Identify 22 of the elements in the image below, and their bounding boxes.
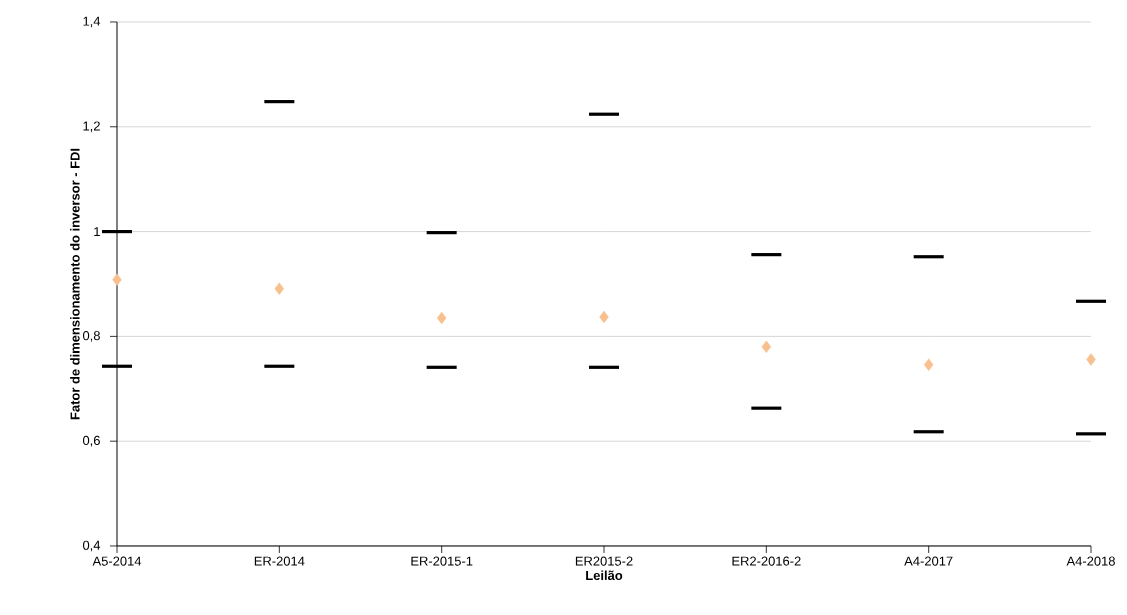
x-tick-label: ER2015-2 — [575, 556, 633, 566]
y-tick-label: 0,4 — [82, 540, 101, 552]
point — [436, 311, 447, 325]
point — [274, 282, 285, 295]
y-tick-label: 1,4 — [83, 16, 101, 28]
x-axis-title: Leilão — [586, 570, 623, 581]
x-tick-label: A5-2014 — [92, 556, 142, 566]
point — [923, 358, 934, 371]
y-tick-label: 0,6 — [82, 435, 100, 447]
x-tick-label: A4-2018 — [1066, 556, 1115, 566]
x-tick-label: ER2-2016-2 — [732, 556, 801, 566]
y-axis-title: Fator de dimensionamento do inversor - FDI — [70, 148, 80, 420]
x-tick-label: ER-2014 — [254, 556, 305, 566]
x-tick-label: A4-2017 — [904, 556, 953, 566]
point — [1086, 353, 1096, 366]
point — [599, 310, 609, 324]
x-tick-label: ER-2015-1 — [411, 556, 473, 566]
point — [112, 273, 122, 286]
y-tick-label: 1 — [94, 227, 100, 237]
y-tick-label: 1,2 — [83, 121, 100, 133]
y-tick-label: 0,8 — [82, 331, 100, 342]
point — [761, 340, 772, 354]
